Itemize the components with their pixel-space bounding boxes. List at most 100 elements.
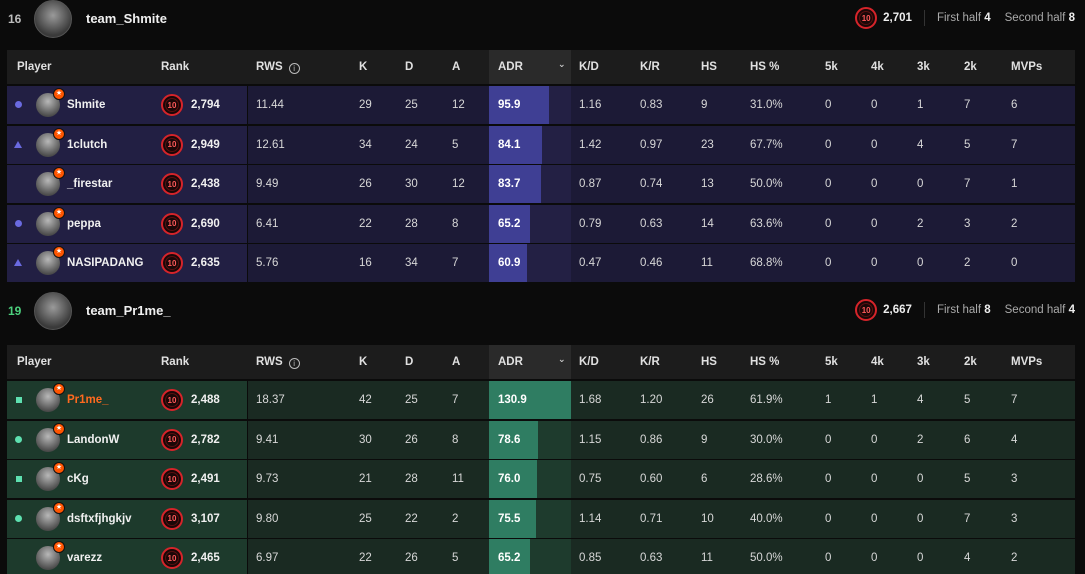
- column-hs-pct[interactable]: HS %: [750, 345, 779, 379]
- circle-marker-icon: [15, 514, 22, 522]
- team-name[interactable]: team_Pr1me_: [86, 303, 171, 318]
- cell-k: 42: [359, 394, 372, 406]
- player-name[interactable]: cKg: [67, 473, 89, 485]
- column-kd[interactable]: K/D: [579, 345, 599, 379]
- team-avatar[interactable]: [34, 292, 72, 330]
- circle-marker-icon: [15, 435, 22, 443]
- column-player[interactable]: Player: [17, 356, 52, 368]
- column-mvps[interactable]: MVPs: [1011, 50, 1042, 84]
- player-name[interactable]: NASIPADANG: [67, 257, 144, 269]
- column-hs-pct[interactable]: HS %: [750, 50, 779, 84]
- cell-kd: 0.85: [579, 552, 602, 564]
- player-name[interactable]: _firestar: [67, 178, 113, 190]
- column-rank[interactable]: Rank: [161, 61, 190, 73]
- info-icon[interactable]: i: [288, 358, 300, 369]
- cell-d: 22: [405, 512, 418, 525]
- column-kr[interactable]: K/R: [640, 345, 660, 379]
- cell-k2: 7: [964, 178, 971, 190]
- chevron-down-icon[interactable]: ⌄: [558, 354, 566, 364]
- column-k3[interactable]: 3k: [917, 345, 930, 379]
- column-player[interactable]: Player: [17, 61, 52, 73]
- first-half-label: First half: [936, 12, 982, 24]
- cell-rws: 12.61: [256, 138, 285, 151]
- triangle-marker-icon: [14, 259, 22, 266]
- column-a[interactable]: A: [452, 50, 460, 84]
- table-row[interactable]: ★ Shmite 10 2,794 11.44 29 25 12 95.9 1.16 0.83 9 31…: [7, 86, 1075, 124]
- divider: [923, 302, 925, 318]
- player-avatar[interactable]: ★: [36, 383, 65, 412]
- table-row[interactable]: ★ cKg 10 2,491 9.73 21 28 11 76.0 0.75 0.60 6 28.6% 0…: [7, 460, 1075, 498]
- column-kr[interactable]: K/R: [640, 50, 660, 84]
- cell-hs-pct: 31.0%: [750, 99, 783, 111]
- column-label: D: [405, 61, 414, 73]
- cell-kr: 0.86: [640, 433, 663, 446]
- player-avatar[interactable]: ★: [36, 127, 65, 157]
- cell-hs-pct: 61.9%: [750, 394, 783, 406]
- table-row[interactable]: ★ _firestar 10 2,438 9.49 26 30 12 83.7 0.87 0.74 1…: [7, 165, 1075, 203]
- player-avatar[interactable]: ★: [36, 88, 65, 117]
- column-k2[interactable]: 2k: [964, 50, 977, 84]
- info-icon[interactable]: i: [288, 63, 300, 74]
- chevron-down-icon[interactable]: ⌄: [558, 59, 566, 69]
- column-rws[interactable]: RWS i: [256, 345, 300, 379]
- player-name[interactable]: varezz: [67, 552, 103, 564]
- player-avatar[interactable]: ★: [36, 206, 65, 236]
- cell-kd: 1.42: [579, 138, 602, 151]
- player-avatar[interactable]: ★: [36, 167, 65, 196]
- column-k5[interactable]: 5k: [825, 50, 838, 84]
- cell-k2: 5: [964, 138, 971, 151]
- second-half-label: Second half: [1004, 12, 1066, 24]
- player-avatar[interactable]: ★: [36, 246, 65, 275]
- column-hs[interactable]: HS: [701, 50, 717, 84]
- player-name[interactable]: peppa: [67, 217, 101, 230]
- square-marker-icon: [16, 397, 22, 403]
- table-row[interactable]: ★ NASIPADANG 10 2,635 5.76 16 34 7 60.9 0.47 0.46 1…: [7, 244, 1075, 282]
- player-name[interactable]: Pr1me_: [67, 394, 109, 406]
- table-row[interactable]: ★ varezz 10 2,465 6.97 22 26 5 65.2 0.85 0.63 11 50.…: [7, 539, 1075, 574]
- cell-d: 28: [405, 217, 418, 230]
- table-row[interactable]: ★ 1clutch 10 2,949 12.61 34 24 5 84.1 1.42 0.97 23 6…: [7, 125, 1075, 164]
- team-name[interactable]: team_Shmite: [86, 11, 167, 26]
- table-row[interactable]: ★ dsftxfjhgkjv 10 3,107 9.80 25 22 2 75.5 1.14 0.7…: [7, 499, 1075, 538]
- column-d[interactable]: D: [405, 345, 413, 379]
- player-rank: 10 2,782: [161, 428, 220, 451]
- column-adr[interactable]: ADR ⌄: [498, 345, 566, 379]
- column-label: 5k: [825, 356, 838, 368]
- cell-mvps: 3: [1011, 473, 1018, 485]
- column-rank[interactable]: Rank: [161, 356, 190, 368]
- cell-d: 30: [405, 178, 418, 190]
- cell-hs: 26: [701, 394, 714, 406]
- team-avatar[interactable]: [34, 0, 72, 38]
- player-avatar[interactable]: ★: [36, 541, 65, 570]
- player-avatar[interactable]: ★: [36, 422, 65, 452]
- column-kd[interactable]: K/D: [579, 50, 599, 84]
- column-mvps[interactable]: MVPs: [1011, 345, 1042, 379]
- column-d[interactable]: D: [405, 50, 413, 84]
- player-name[interactable]: 1clutch: [67, 138, 108, 151]
- player-avatar[interactable]: ★: [36, 462, 65, 491]
- column-adr[interactable]: ADR ⌄: [498, 50, 566, 84]
- player-name[interactable]: LandonW: [67, 433, 120, 446]
- column-k5[interactable]: 5k: [825, 345, 838, 379]
- column-k4[interactable]: 4k: [871, 50, 884, 84]
- cell-adr: 84.1: [498, 138, 521, 151]
- cell-mvps: 7: [1011, 138, 1018, 151]
- column-k3[interactable]: 3k: [917, 50, 930, 84]
- player-name[interactable]: Shmite: [67, 99, 106, 111]
- column-k4[interactable]: 4k: [871, 345, 884, 379]
- cell-hs: 14: [701, 217, 714, 230]
- table-row[interactable]: ★ Pr1me_ 10 2,488 18.37 42 25 7 130.9 1.68 1.20 26 6…: [7, 381, 1075, 419]
- cell-mvps: 6: [1011, 99, 1018, 111]
- column-k[interactable]: K: [359, 50, 367, 84]
- column-rws[interactable]: RWS i: [256, 50, 300, 84]
- player-name[interactable]: dsftxfjhgkjv: [67, 512, 132, 525]
- column-a[interactable]: A: [452, 345, 460, 379]
- player-avatar[interactable]: ★: [36, 501, 65, 531]
- table-row[interactable]: ★ LandonW 10 2,782 9.41 30 26 8 78.6 1.15 0.86 9 30.…: [7, 420, 1075, 459]
- column-hs[interactable]: HS: [701, 345, 717, 379]
- table-row[interactable]: ★ peppa 10 2,690 6.41 22 28 8 65.2 0.79 0.63 14 63.6…: [7, 204, 1075, 243]
- cell-k4: 0: [871, 99, 878, 111]
- column-k2[interactable]: 2k: [964, 345, 977, 379]
- cell-hs-pct: 50.0%: [750, 178, 783, 190]
- column-k[interactable]: K: [359, 345, 367, 379]
